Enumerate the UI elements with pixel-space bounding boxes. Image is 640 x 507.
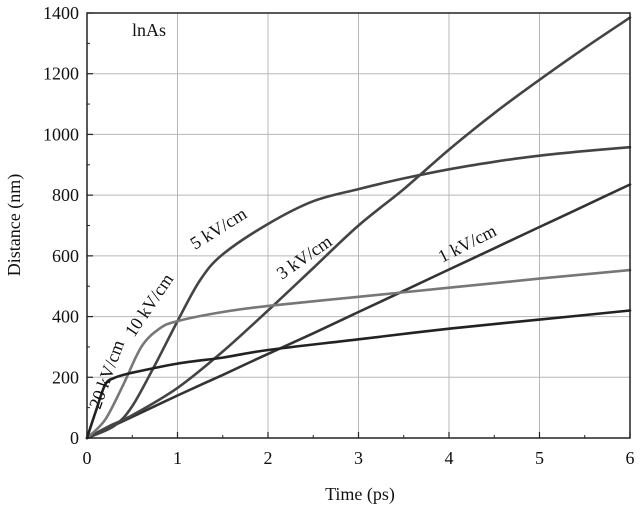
x-tick-label: 6 [626, 448, 635, 468]
y-tick-labels: 0 200 400 600 800 1000 1200 1400 [43, 3, 79, 448]
series-line-5-kv-cm [85, 145, 632, 440]
series-label-10kv: 10 kV/cm [121, 270, 178, 340]
series-line-20-kv-cm [85, 309, 632, 440]
y-tick-label: 800 [52, 185, 79, 205]
x-tick-label: 1 [173, 448, 182, 468]
x-tick-label: 0 [83, 448, 92, 468]
y-tick-label: 1400 [43, 3, 79, 23]
y-axis-title: Distance (nm) [4, 174, 25, 276]
material-annotation: lnAs [132, 20, 166, 40]
series-line-1-kv-cm [85, 183, 632, 440]
x-tick-label: 4 [445, 448, 454, 468]
axis-ticks [86, 12, 631, 439]
series-label-5kv: 5 kV/cm [187, 203, 251, 253]
y-tick-label: 0 [70, 428, 79, 448]
x-axis-title: Time (ps) [325, 484, 395, 505]
y-tick-label: 1000 [43, 124, 79, 144]
series-line-10-kv-cm [85, 268, 632, 440]
y-tick-label: 400 [52, 307, 79, 327]
series-lines [85, 16, 632, 440]
y-tick-label: 200 [52, 367, 79, 387]
x-tick-label: 2 [264, 448, 273, 468]
grid-lines [87, 13, 630, 438]
x-tick-labels: 0 1 2 3 4 5 6 [83, 448, 635, 468]
series-line-3-kv-cm [85, 16, 632, 440]
y-tick-label: 1200 [43, 64, 79, 84]
y-tick-label: 600 [52, 246, 79, 266]
x-tick-label: 3 [354, 448, 363, 468]
x-tick-label: 5 [535, 448, 544, 468]
